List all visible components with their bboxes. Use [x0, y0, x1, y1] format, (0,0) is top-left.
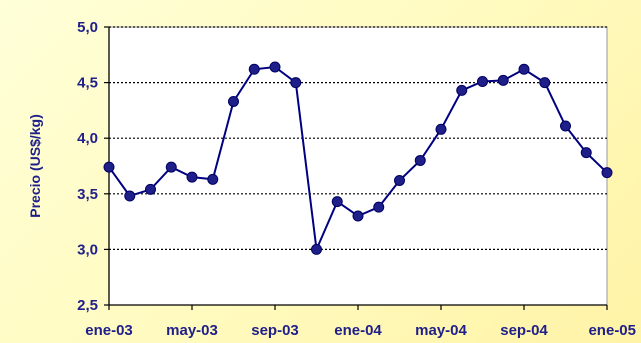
x-tick-label: ene-03 [85, 322, 133, 339]
data-point [497, 74, 509, 86]
y-tick-label: 4,5 [77, 75, 98, 92]
data-point [539, 77, 551, 89]
x-tick-label: may-03 [166, 322, 218, 339]
y-tick-label: 4,0 [77, 130, 98, 147]
data-point [601, 167, 613, 179]
data-point [394, 174, 405, 186]
data-point [477, 75, 488, 87]
y-tick-label: 3,0 [77, 241, 98, 258]
data-point [456, 84, 468, 96]
data-point [103, 161, 115, 173]
data-point [373, 201, 385, 213]
data-point [290, 77, 302, 89]
y-axis-label: Precio (US$/kg) [27, 114, 43, 217]
data-point [435, 123, 447, 135]
x-tick-labels: ene-03 may-03 sep-03 ene-04 may-04 sep-04 ene-… [85, 322, 636, 339]
x-tick-label: may-04 [415, 322, 467, 339]
data-point [228, 96, 239, 108]
y-tick-label: 5,0 [77, 19, 98, 36]
x-tick-label: ene-04 [334, 322, 382, 339]
data-points [103, 61, 613, 255]
data-point [414, 154, 426, 166]
data-point [518, 63, 530, 75]
data-point [207, 173, 219, 185]
data-point [124, 190, 136, 202]
data-point [311, 243, 322, 255]
data-point [186, 171, 198, 183]
gridlines [109, 26, 607, 250]
x-tick-label: sep-03 [251, 322, 299, 339]
data-point [580, 147, 592, 159]
y-tick-label: 2,5 [77, 297, 98, 314]
data-point [248, 63, 260, 75]
y-tick-labels: 2,5 3,0 3,5 4,0 4,5 5,0 [77, 19, 98, 314]
data-point [560, 120, 571, 132]
plot-area [108, 26, 608, 306]
x-tick-label: ene-05 [588, 322, 636, 339]
data-point [145, 183, 156, 195]
data-point [352, 210, 364, 222]
x-tick-label: sep-04 [500, 322, 548, 339]
data-point [269, 61, 281, 73]
y-tick-label: 3,5 [77, 186, 98, 203]
data-point [331, 196, 343, 208]
data-point [165, 161, 177, 173]
